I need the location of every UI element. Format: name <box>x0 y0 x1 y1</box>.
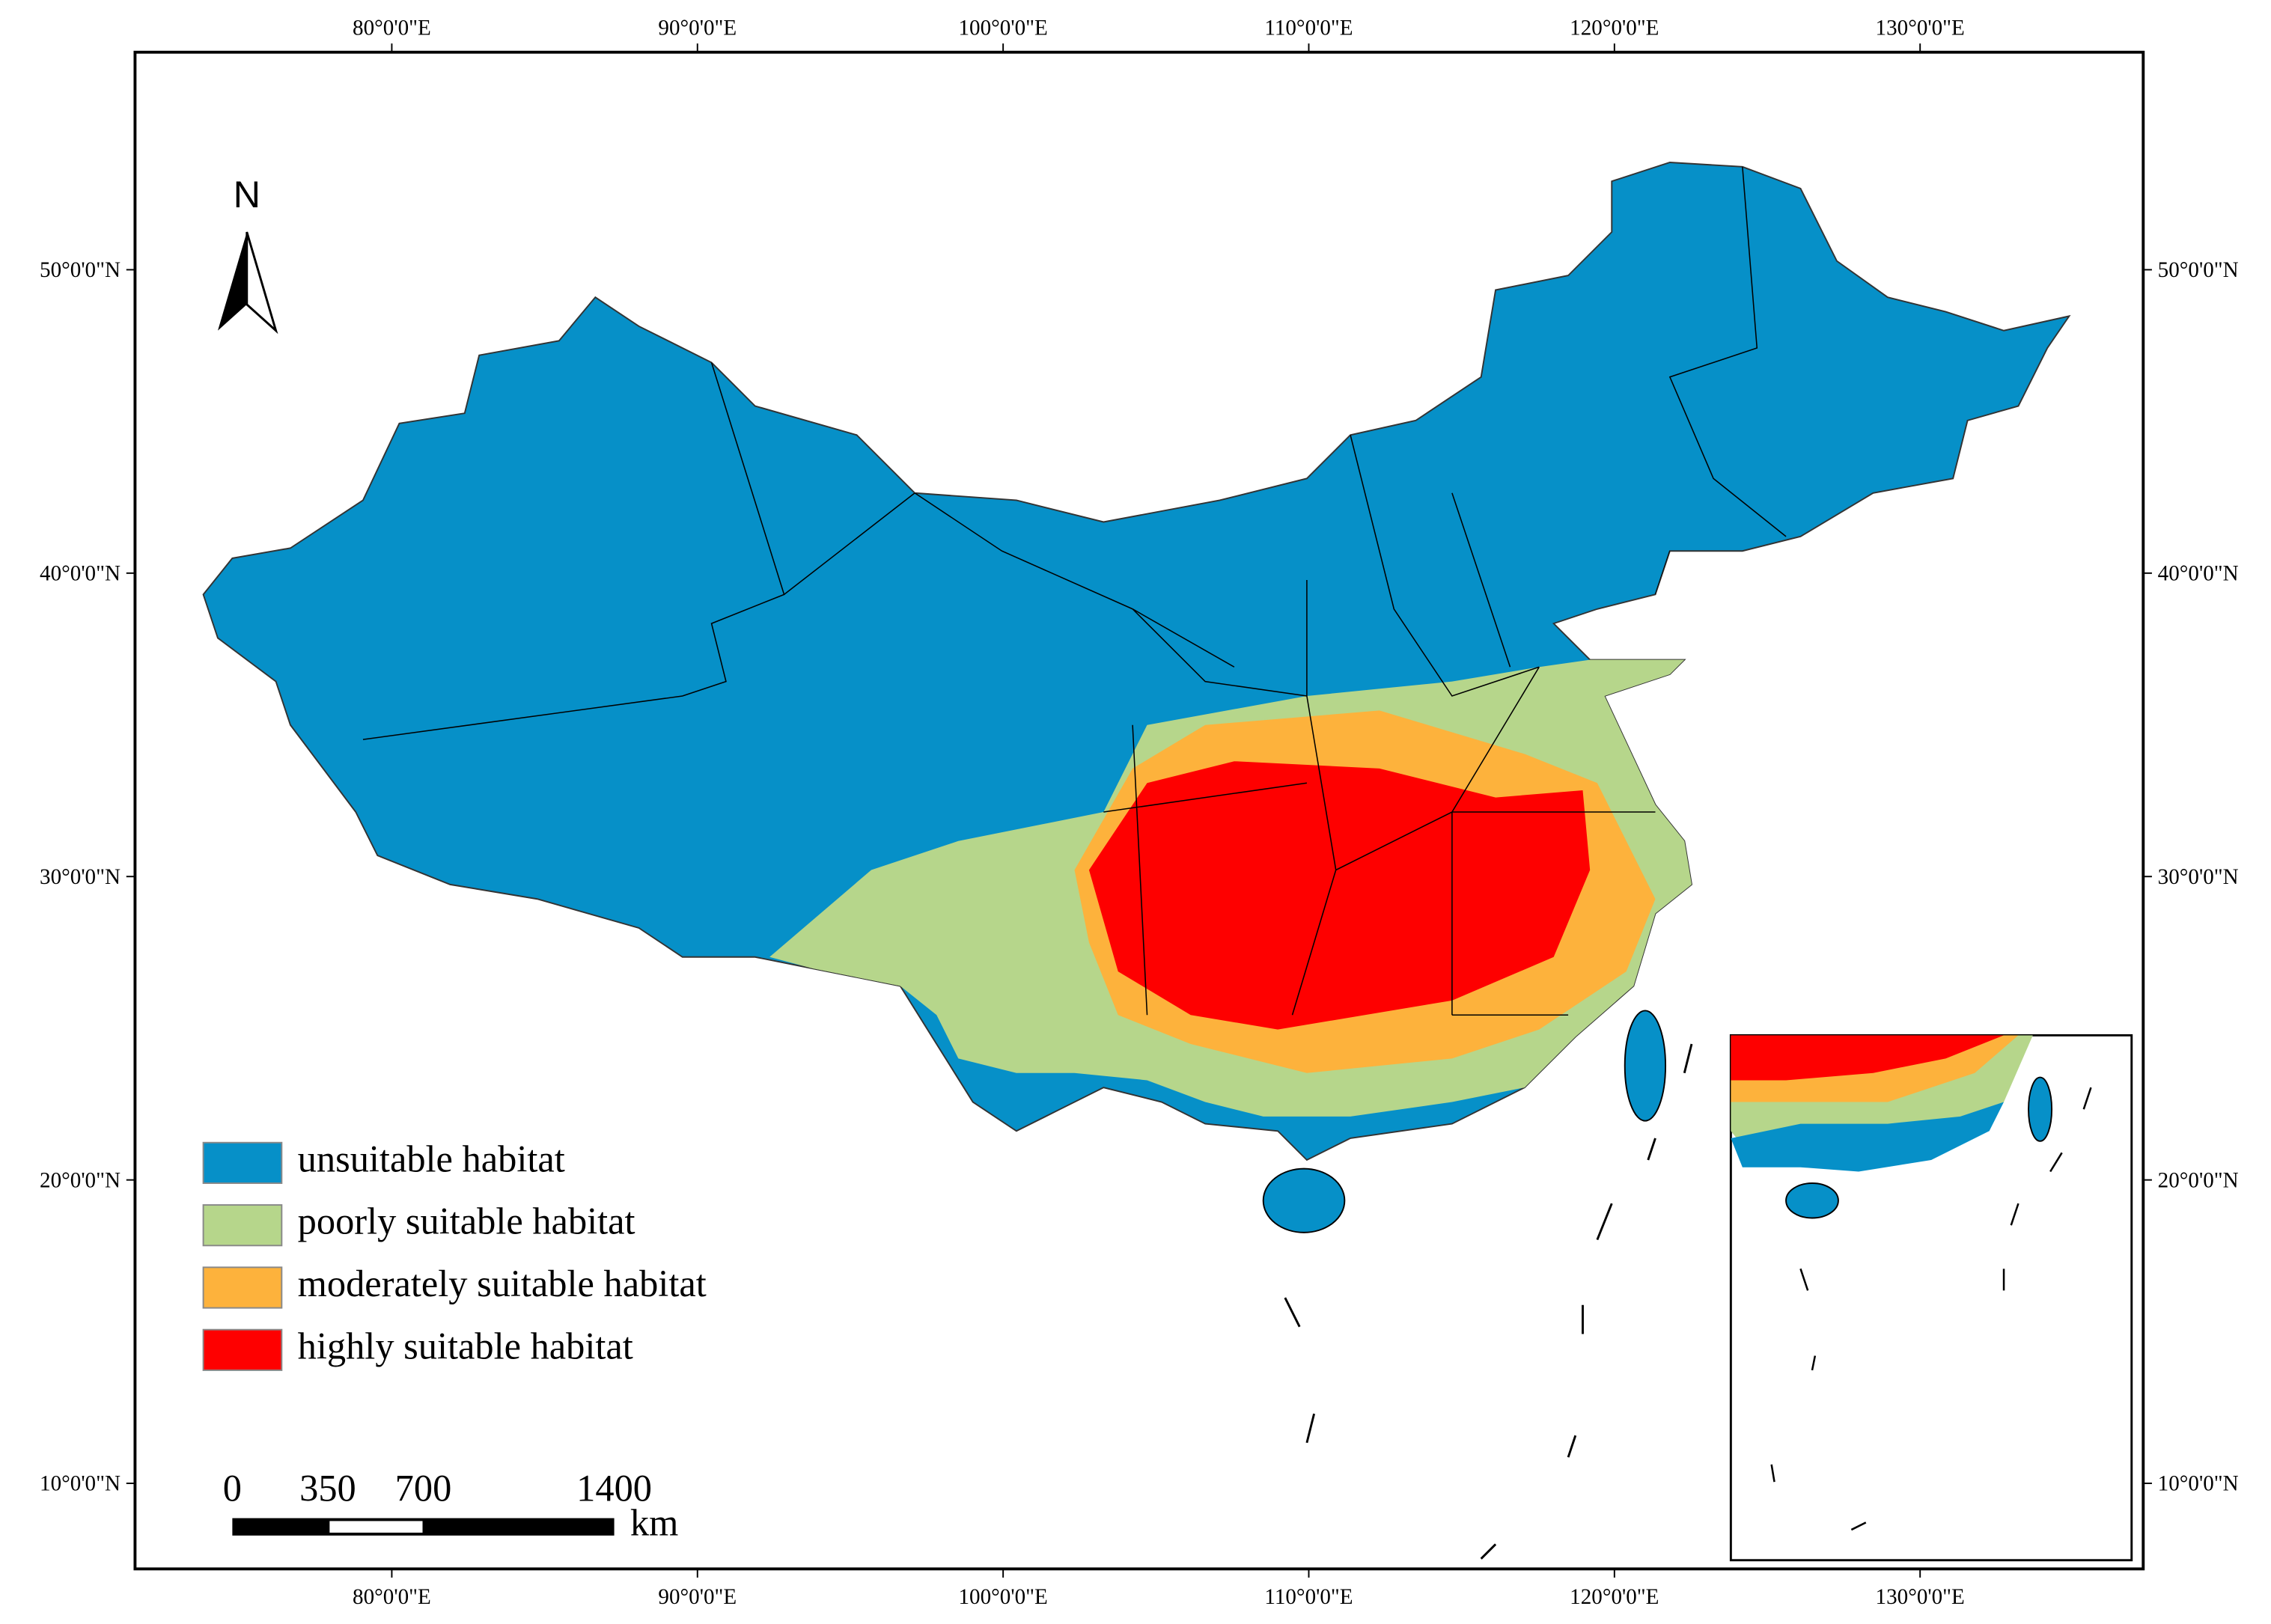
x-tick-label: 110°0'0"E <box>1264 16 1353 40</box>
inset-map <box>1729 1034 2133 1562</box>
scale-bar: km 0 350 700 1400 <box>223 1467 679 1543</box>
north-label: N <box>234 173 260 216</box>
legend-swatch <box>202 1328 283 1371</box>
y-tick-label: 20°0'0"N <box>2158 1168 2239 1192</box>
x-tick-label: 110°0'0"E <box>1264 1585 1353 1609</box>
scale-label: 1400 <box>576 1467 652 1509</box>
x-tick-label: 130°0'0"E <box>1876 1585 1965 1609</box>
y-tick-label: 40°0'0"N <box>2158 562 2239 586</box>
x-tick-label: 100°0'0"E <box>958 1585 1047 1609</box>
legend-label: poorly suitable habitat <box>298 1200 635 1242</box>
legend-label: highly suitable habitat <box>298 1325 633 1367</box>
y-tick-label: 50°0'0"N <box>40 258 121 282</box>
scale-label: 350 <box>299 1467 356 1509</box>
x-tick-label: 80°0'0"E <box>353 1585 431 1609</box>
y-tick-label: 10°0'0"N <box>2158 1472 2239 1496</box>
y-tick-label: 10°0'0"N <box>40 1472 121 1496</box>
y-tick-label: 40°0'0"N <box>40 562 121 586</box>
x-tick-label: 130°0'0"E <box>1876 16 1965 40</box>
x-tick-label: 90°0'0"E <box>658 1585 737 1609</box>
scale-label: 0 <box>223 1467 242 1509</box>
legend-swatch <box>202 1141 283 1184</box>
scale-label: 700 <box>395 1467 452 1509</box>
legend-label: unsuitable habitat <box>298 1138 565 1179</box>
x-tick-label: 80°0'0"E <box>353 16 431 40</box>
y-tick-label: 30°0'0"N <box>40 865 121 889</box>
legend-label: moderately suitable habitat <box>298 1263 707 1304</box>
y-tick-label: 30°0'0"N <box>2158 865 2239 889</box>
x-tick-label: 90°0'0"E <box>658 16 737 40</box>
china-map <box>202 162 2070 1560</box>
north-arrow: N <box>217 173 278 335</box>
x-tick-label: 120°0'0"E <box>1570 1585 1659 1609</box>
legend: unsuitable habitat poorly suitable habita… <box>202 1138 707 1371</box>
y-tick-label: 20°0'0"N <box>40 1168 121 1192</box>
x-tick-label: 120°0'0"E <box>1570 16 1659 40</box>
scale-unit: km <box>630 1502 678 1544</box>
y-tick-label: 50°0'0"N <box>2158 258 2239 282</box>
legend-swatch <box>202 1266 283 1309</box>
x-tick-label: 100°0'0"E <box>958 16 1047 40</box>
legend-swatch <box>202 1204 283 1247</box>
